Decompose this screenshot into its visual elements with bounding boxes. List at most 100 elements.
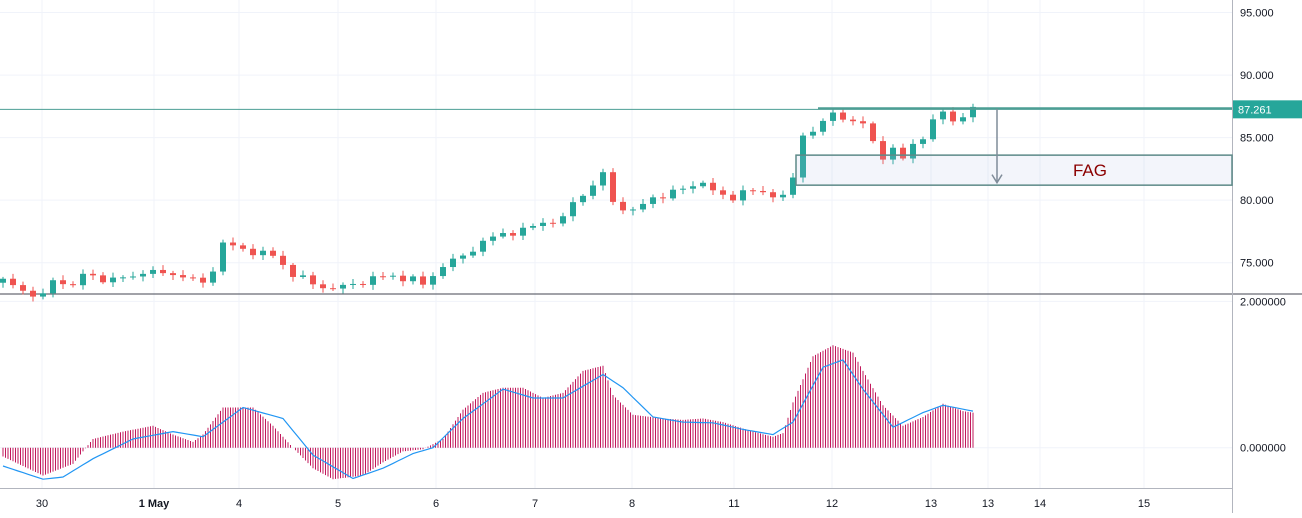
- candle-body: [660, 197, 666, 199]
- time-tick-label: 13: [925, 498, 937, 510]
- candle-body: [750, 190, 756, 192]
- candle-body: [540, 222, 546, 226]
- time-tick-label: 14: [1034, 498, 1046, 510]
- candle-body: [640, 203, 646, 210]
- candle-body: [620, 201, 626, 211]
- price-tick-label: 80.000: [1240, 195, 1274, 207]
- candle-body: [50, 280, 56, 294]
- candle-body: [470, 251, 476, 256]
- candle-body: [560, 216, 566, 224]
- candle-body: [900, 147, 906, 159]
- candle-body: [480, 240, 486, 252]
- candle-body: [370, 276, 376, 285]
- candle-body: [140, 273, 146, 277]
- candle-body: [270, 250, 276, 256]
- candle-body: [710, 182, 716, 191]
- candle-body: [700, 182, 706, 187]
- candles: [0, 103, 976, 302]
- time-tick-label: 6: [433, 498, 439, 510]
- candle-body: [610, 172, 616, 202]
- candle-body: [150, 269, 156, 274]
- time-axis: 30 1 May 4 5 6 7 8 11 12 13 13 14 15: [36, 498, 1150, 510]
- candle-body: [340, 284, 346, 289]
- time-tick-label: 13: [982, 498, 994, 510]
- candle-body: [880, 141, 886, 160]
- candle-body: [590, 185, 596, 196]
- candle-body: [230, 242, 236, 246]
- last-price-label: 87.261: [1238, 104, 1272, 116]
- candle-body: [190, 277, 196, 279]
- fag-label: FAG: [1073, 161, 1107, 180]
- price-tick-label: 85.000: [1240, 133, 1274, 145]
- candle-body: [450, 258, 456, 268]
- candle-body: [830, 112, 836, 121]
- oscillator-tick-label: 0.000000: [1240, 443, 1286, 455]
- time-tick-label: 5: [335, 498, 341, 510]
- candle-body: [390, 275, 396, 277]
- candle-body: [460, 255, 466, 259]
- candle-body: [500, 233, 506, 237]
- candle-body: [520, 227, 526, 236]
- candle-body: [250, 248, 256, 256]
- time-tick-label: 12: [826, 498, 838, 510]
- candle-body: [290, 264, 296, 277]
- candle-body: [970, 106, 976, 118]
- candle-body: [260, 250, 266, 256]
- candle-body: [950, 111, 956, 122]
- candle-body: [860, 121, 866, 124]
- time-tick-label: 1 May: [139, 498, 170, 510]
- candle-body: [740, 190, 746, 201]
- candle-body: [770, 192, 776, 198]
- candle-body: [180, 275, 186, 278]
- candle-body: [630, 209, 636, 211]
- candle-body: [90, 273, 96, 276]
- candle-body: [510, 233, 516, 236]
- candle-body: [330, 288, 336, 290]
- candle-body: [410, 276, 416, 282]
- candle-body: [600, 172, 606, 186]
- candle-body: [240, 245, 246, 249]
- candle-body: [160, 269, 166, 274]
- candle-body: [810, 131, 816, 136]
- candle-body: [820, 120, 826, 132]
- last-price-badge: [1233, 100, 1302, 119]
- candle-body: [70, 284, 76, 286]
- price-axis: 95.000 90.000 85.000 80.000 75.000 2.000000 0.…: [1233, 8, 1302, 455]
- fag-arrow-head: [991, 174, 1003, 185]
- candle-body: [110, 277, 116, 283]
- candle-body: [20, 285, 26, 291]
- candle-body: [580, 195, 586, 203]
- time-tick-label: 4: [236, 498, 242, 510]
- price-tick-label: 75.000: [1240, 258, 1274, 270]
- candle-body: [910, 143, 916, 159]
- candle-body: [890, 147, 896, 160]
- candle-body: [720, 190, 726, 195]
- candle-body: [920, 139, 926, 144]
- candle-body: [490, 236, 496, 241]
- candle-body: [760, 190, 766, 193]
- candle-body: [570, 202, 576, 217]
- signal-line: [2, 359, 974, 480]
- candle-body: [400, 275, 406, 282]
- candle-body: [220, 242, 226, 272]
- candle-body: [730, 194, 736, 201]
- candle-body: [960, 117, 966, 122]
- candle-body: [530, 225, 536, 228]
- time-tick-label: 11: [728, 498, 739, 510]
- candle-body: [280, 255, 286, 265]
- candle-body: [850, 119, 856, 122]
- candle-body: [690, 186, 696, 189]
- candle-body: [940, 111, 946, 120]
- candle-body: [310, 275, 316, 285]
- candle-body: [930, 119, 936, 140]
- candle-body: [650, 197, 656, 204]
- candle-body: [680, 188, 686, 190]
- price-tick-label: 90.000: [1240, 70, 1274, 82]
- candle-body: [30, 290, 36, 297]
- candle-body: [670, 189, 676, 199]
- annotations: FAG: [0, 107, 1233, 186]
- time-tick-label: 30: [36, 498, 48, 510]
- candle-body: [350, 283, 356, 285]
